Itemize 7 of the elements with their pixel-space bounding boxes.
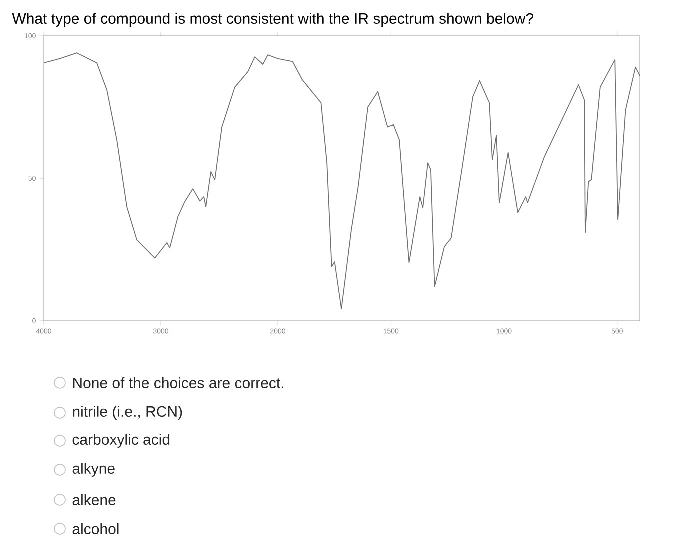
text: alkene bbox=[72, 494, 116, 506]
text: None of the choices are correct. bbox=[73, 377, 284, 388]
text: nitrile (i.e., RCN) bbox=[73, 406, 182, 420]
text: alkyne bbox=[72, 463, 115, 477]
chart-title: What type of compound is most consistent with the IR spectrum shown below? bbox=[12, 13, 534, 27]
text: alcohol bbox=[72, 523, 119, 535]
text: carboxylic acid bbox=[72, 434, 170, 448]
